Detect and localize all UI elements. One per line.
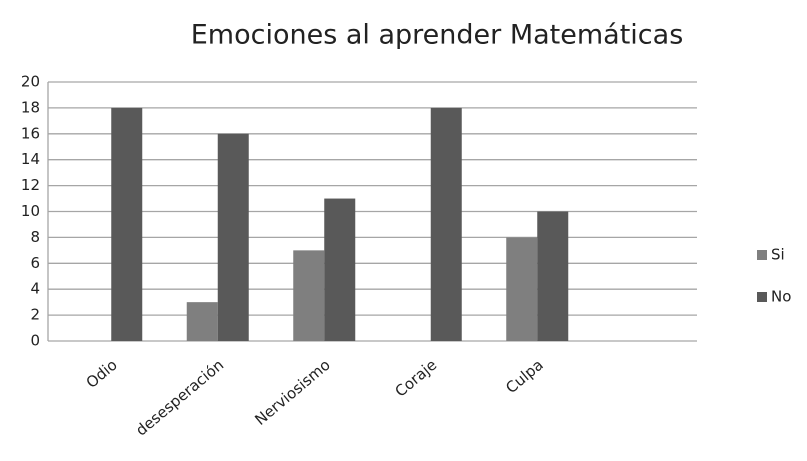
bar <box>324 198 356 341</box>
legend-swatch <box>757 250 767 260</box>
legend-label: Si <box>771 246 785 264</box>
bar <box>293 250 325 341</box>
y-tick-label: 2 <box>30 306 40 324</box>
y-tick-label: 16 <box>21 124 40 142</box>
x-tick-label: desesperación <box>132 356 227 440</box>
bar <box>506 237 538 341</box>
y-tick-label: 20 <box>21 73 40 91</box>
x-tick-label: Nerviosismo <box>251 356 333 429</box>
x-tick-label: Culpa <box>502 356 546 397</box>
y-tick-label: 12 <box>21 176 40 194</box>
bar <box>186 302 218 341</box>
x-tick-label: Odio <box>83 356 121 392</box>
y-tick-label: 4 <box>30 280 40 298</box>
bar <box>111 107 143 342</box>
x-tick-label: Coraje <box>392 356 441 401</box>
legend-swatch <box>757 292 767 302</box>
y-tick-label: 14 <box>21 150 40 168</box>
y-tick-label: 6 <box>30 254 40 272</box>
chart-title: Emociones al aprender Matemáticas <box>191 20 684 51</box>
bar <box>537 211 569 341</box>
y-tick-label: 0 <box>30 332 40 350</box>
y-tick-label: 10 <box>21 202 40 220</box>
bar <box>430 107 462 342</box>
bar <box>217 133 249 341</box>
legend-label: No <box>771 288 791 306</box>
y-tick-label: 8 <box>30 228 40 246</box>
y-tick-label: 18 <box>21 98 40 116</box>
